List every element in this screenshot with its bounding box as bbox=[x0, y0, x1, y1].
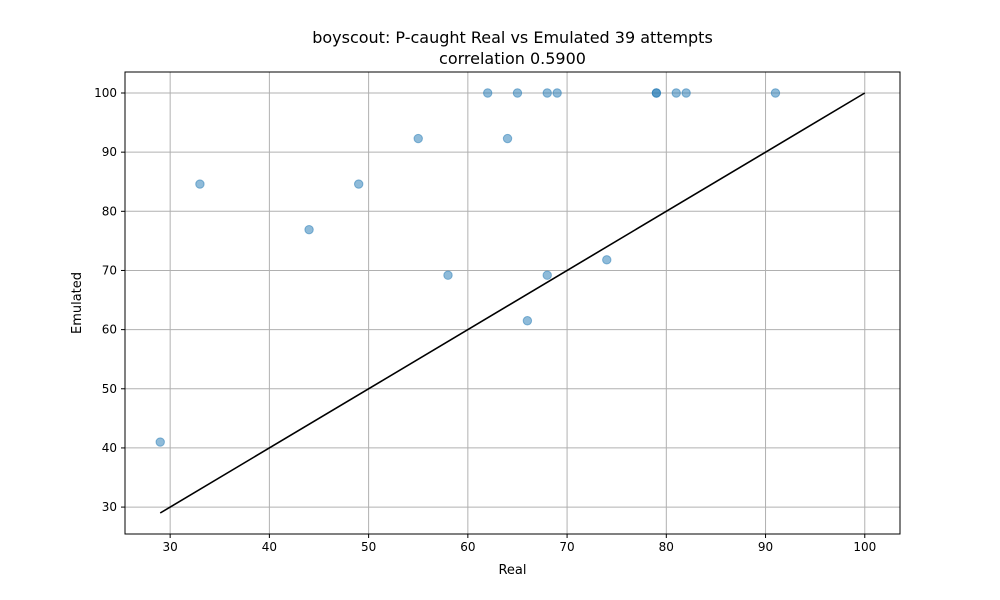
x-tick-label: 90 bbox=[758, 540, 773, 554]
y-tick-label: 70 bbox=[102, 263, 117, 277]
scatter-point bbox=[482, 88, 493, 98]
y-tick-label: 30 bbox=[102, 500, 117, 514]
x-tick-label: 70 bbox=[559, 540, 574, 554]
grid bbox=[125, 72, 900, 534]
chart-title: boyscout: P-caught Real vs Emulated 39 a… bbox=[312, 28, 713, 47]
scatter-point bbox=[602, 255, 612, 265]
scatter-point bbox=[542, 270, 552, 280]
scatter-point bbox=[353, 179, 364, 189]
reference-line bbox=[159, 92, 866, 514]
x-tick-label: 40 bbox=[262, 540, 277, 554]
y-tick-label: 80 bbox=[102, 204, 117, 218]
scatter-point bbox=[512, 88, 523, 98]
ticks: 30 40 50 60 70 80 90 100 30 40 50 60 70 80 90 100 bbox=[94, 86, 876, 554]
y-axis-label: Emulated bbox=[70, 272, 85, 334]
points-layer bbox=[155, 88, 781, 447]
scatter-point bbox=[304, 224, 314, 235]
y-tick-label: 50 bbox=[102, 382, 117, 396]
x-tick-label: 30 bbox=[163, 540, 178, 554]
y-tick-label: 40 bbox=[102, 441, 117, 455]
scatter-point bbox=[681, 88, 691, 98]
chart-subtitle: correlation 0.5900 bbox=[439, 49, 586, 68]
scatter-point bbox=[413, 133, 423, 144]
scatter-point bbox=[542, 88, 552, 98]
scatter-point bbox=[443, 270, 453, 280]
scatter-point bbox=[502, 133, 513, 144]
plot-frame bbox=[124, 71, 901, 535]
x-tick-label: 100 bbox=[853, 540, 876, 554]
scatter-point bbox=[155, 437, 165, 447]
x-tick-label: 80 bbox=[659, 540, 674, 554]
y-tick-label: 100 bbox=[94, 86, 117, 100]
scatter-point bbox=[552, 88, 562, 98]
scatter-point bbox=[522, 316, 533, 326]
reference-line-layer bbox=[159, 92, 866, 514]
scatter-point bbox=[671, 88, 681, 98]
scatter-point bbox=[770, 88, 781, 98]
x-axis-label: Real bbox=[498, 563, 526, 578]
y-tick-label: 60 bbox=[102, 323, 117, 337]
x-tick-label: 60 bbox=[460, 540, 475, 554]
y-tick-label: 90 bbox=[102, 145, 117, 159]
scatter-point bbox=[651, 88, 662, 98]
scatter-point bbox=[195, 179, 205, 189]
x-tick-label: 50 bbox=[361, 540, 376, 554]
